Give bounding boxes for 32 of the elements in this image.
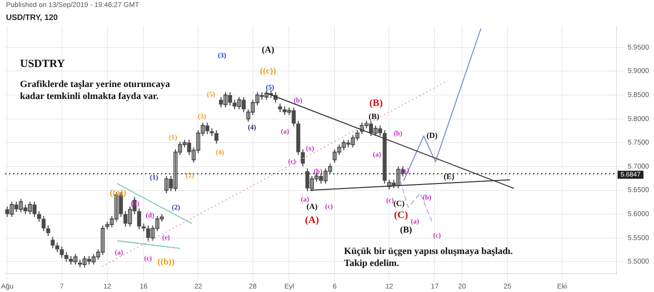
candlestick [214, 130, 218, 144]
annotation: Grafiklerde taşlar yerine oturuncaya kadar temkinli olmakta fayda var. [20, 80, 170, 104]
annotation: (A) [262, 44, 274, 54]
annotation: (A) [305, 215, 319, 226]
candlestick [64, 252, 68, 262]
candlestick [332, 148, 337, 164]
annotation: (B) [368, 112, 380, 121]
candlestick [55, 242, 60, 253]
annotation: USDTRY [20, 58, 65, 72]
candlestick [205, 122, 210, 135]
annotation: (D) [426, 131, 438, 140]
annotation: (B) [369, 98, 383, 109]
candlestick [60, 246, 64, 258]
annotation: ((a)) [110, 188, 126, 198]
candlestick [355, 130, 360, 142]
candlestick [42, 215, 46, 232]
candlestick [46, 225, 50, 236]
candlestick [73, 254, 78, 266]
annotation: (C) [393, 199, 405, 208]
candlestick [50, 236, 55, 249]
candlestick [232, 99, 237, 110]
annotation: (C) [394, 210, 408, 221]
annotation: Küçük bir üçgen yapısı oluşmaya başladı. Takip edelim. [344, 247, 513, 271]
chart-title: USD/TRY, 120 [6, 13, 58, 22]
annotation: ((c)) [260, 66, 276, 76]
annotation: (A) [306, 202, 318, 211]
candlestick [37, 210, 42, 222]
annotation: (E) [444, 172, 454, 181]
annotation: ((b)) [158, 256, 174, 266]
annotation: (B) [400, 224, 412, 234]
candlestick [300, 148, 305, 167]
candlestick [137, 208, 142, 230]
